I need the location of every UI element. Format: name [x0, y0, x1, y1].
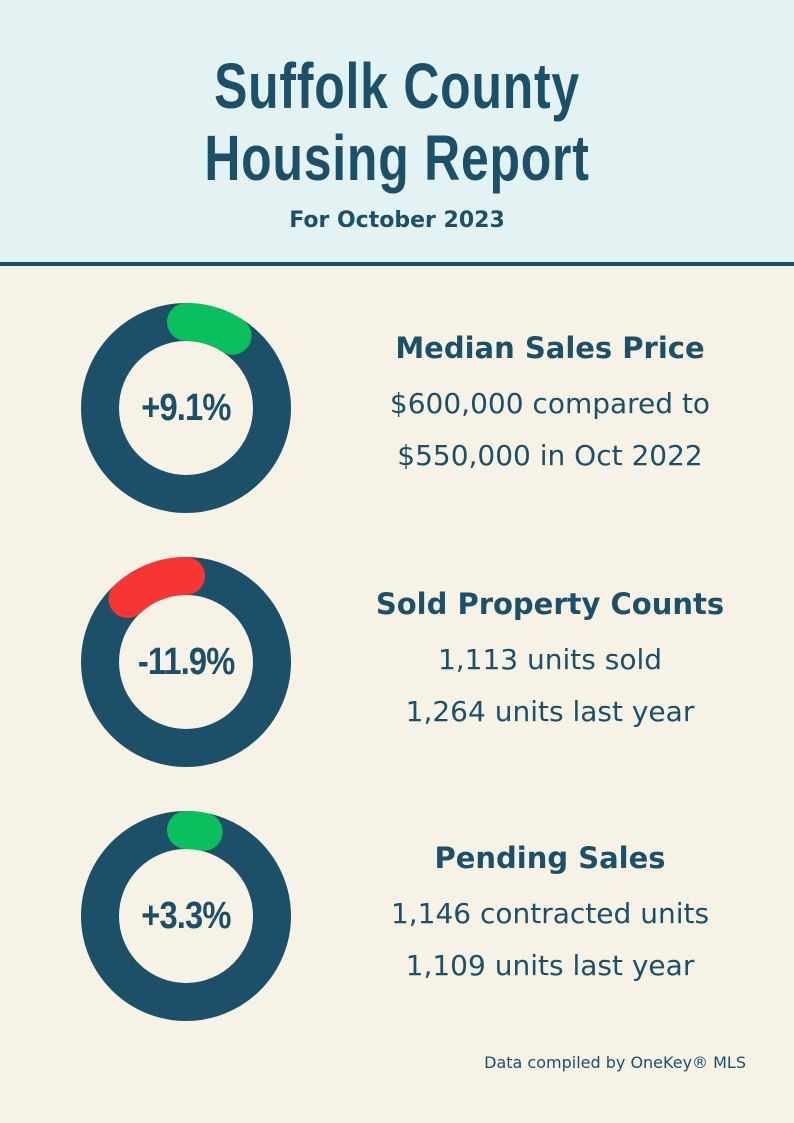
change-donut: -11.9% — [76, 552, 296, 772]
stat-line-2: 1,109 units last year — [405, 949, 695, 982]
report-subtitle: For October 2023 — [289, 208, 505, 233]
change-percent: -11.9% — [137, 640, 235, 683]
donut-change-arc — [167, 811, 223, 851]
donut-svg — [81, 557, 291, 767]
stat-line-1: 1,113 units sold — [437, 643, 663, 676]
stat-line-1: $600,000 compared to — [389, 387, 711, 420]
stat-line-1: 1,146 contracted units — [390, 897, 710, 930]
donut-svg — [81, 811, 291, 1021]
donut-svg — [81, 303, 291, 513]
donut-change-arc — [108, 557, 205, 618]
stat-sold-property-counts: -11.9% Sold Property Counts 1,113 units … — [0, 552, 794, 782]
stat-details: Median Sales Price $600,000 compared to … — [340, 328, 760, 482]
stat-details: Sold Property Counts 1,113 units sold 1,… — [340, 584, 760, 738]
change-percent: +9.1% — [141, 386, 231, 429]
stat-details: Pending Sales 1,146 contracted units 1,1… — [340, 838, 760, 992]
stat-median-sales-price: +9.1% Median Sales Price $600,000 compar… — [0, 298, 794, 528]
change-percent: +3.3% — [141, 894, 231, 937]
data-source-credit: Data compiled by OneKey® MLS — [484, 1053, 746, 1072]
stat-pending-sales: +3.3% Pending Sales 1,146 contracted uni… — [0, 806, 794, 1036]
report-header: Suffolk County Housing Report For Octobe… — [0, 0, 794, 266]
stat-title: Sold Property Counts — [375, 587, 725, 621]
title-line-2: Housing Report — [204, 122, 590, 194]
change-donut: +9.1% — [76, 298, 296, 518]
change-donut: +3.3% — [76, 806, 296, 1026]
stat-line-2: $550,000 in Oct 2022 — [397, 439, 703, 472]
donut-change-arc — [167, 303, 252, 355]
title-line-1: Suffolk County — [214, 50, 580, 122]
stat-line-2: 1,264 units last year — [405, 695, 695, 728]
stat-title: Pending Sales — [434, 841, 666, 875]
stat-title: Median Sales Price — [395, 331, 705, 365]
